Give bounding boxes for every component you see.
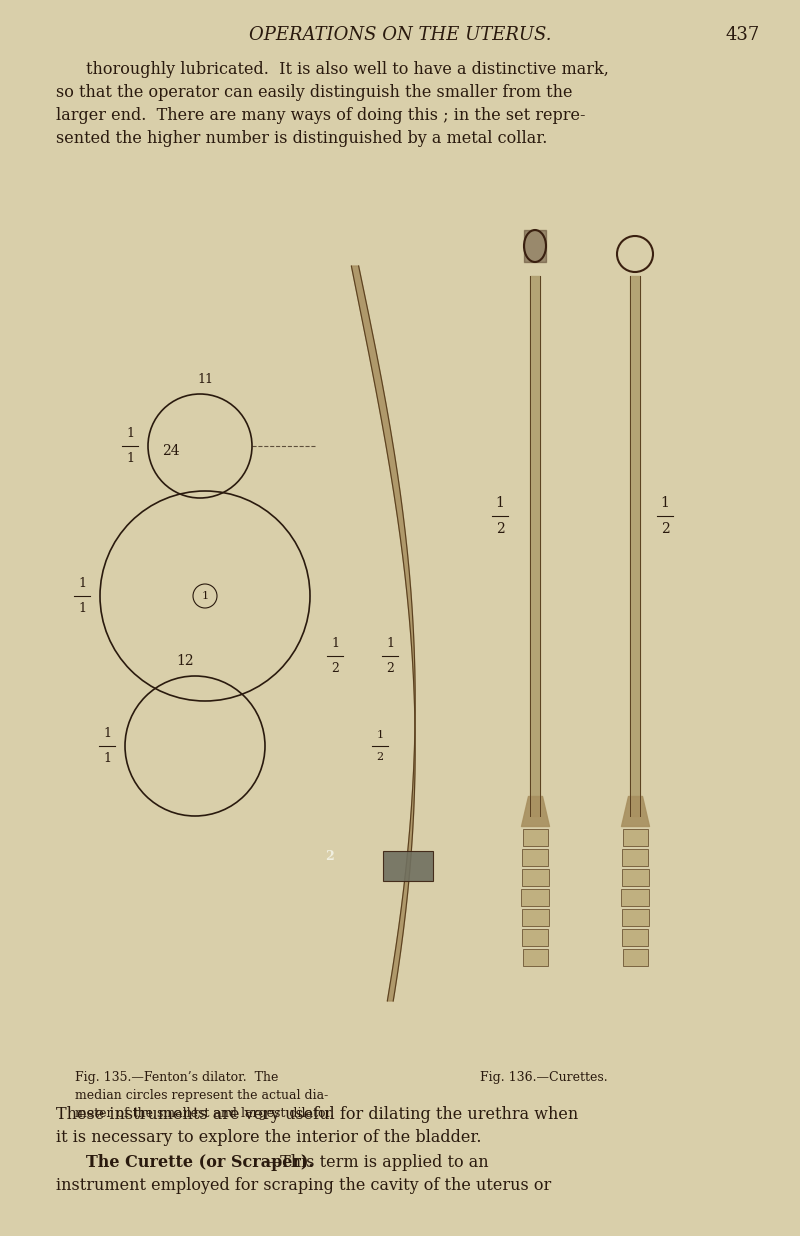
Text: sented the higher number is distinguished by a metal collar.: sented the higher number is distinguishe…	[56, 130, 547, 147]
Text: 1: 1	[78, 602, 86, 616]
Text: median circles represent the actual dia-: median circles represent the actual dia-	[75, 1089, 328, 1103]
Text: thoroughly lubricated.  It is also well to have a distinctive mark,: thoroughly lubricated. It is also well t…	[86, 61, 609, 78]
Text: 1: 1	[386, 637, 394, 650]
Text: 1: 1	[331, 637, 339, 650]
Text: larger end.  There are many ways of doing this ; in the set repre-: larger end. There are many ways of doing…	[56, 108, 586, 124]
Text: 1: 1	[661, 496, 670, 510]
Bar	[622, 908, 649, 926]
Text: Fig. 136.—Curettes.: Fig. 136.—Curettes.	[480, 1072, 608, 1084]
Bar	[522, 929, 548, 946]
Text: 1: 1	[202, 591, 209, 601]
Text: 2: 2	[386, 662, 394, 675]
Bar	[622, 849, 648, 866]
Bar	[622, 949, 647, 967]
Text: it is necessary to explore the interior of the bladder.: it is necessary to explore the interior …	[56, 1128, 482, 1146]
Text: 2: 2	[661, 522, 670, 536]
Text: 1: 1	[126, 452, 134, 465]
Text: 1: 1	[78, 577, 86, 590]
Bar	[522, 869, 549, 886]
Text: 2: 2	[496, 522, 504, 536]
Text: 1: 1	[377, 730, 383, 740]
Bar	[622, 929, 648, 946]
Bar	[622, 829, 647, 845]
Polygon shape	[351, 266, 415, 1001]
Bar	[621, 889, 649, 906]
Text: 437: 437	[726, 26, 760, 44]
Text: instrument employed for scraping the cavity of the uterus or: instrument employed for scraping the cav…	[56, 1177, 551, 1194]
Bar	[521, 889, 549, 906]
Text: Fig. 135.—Fenton’s dilator.  The: Fig. 135.—Fenton’s dilator. The	[75, 1072, 278, 1084]
Text: 1: 1	[103, 751, 111, 765]
Text: 24: 24	[162, 444, 180, 459]
Text: 1: 1	[495, 496, 505, 510]
Text: meter of the smallest and largest dilator.: meter of the smallest and largest dilato…	[75, 1107, 334, 1120]
Bar	[383, 852, 433, 881]
Text: —This term is applied to an: —This term is applied to an	[263, 1154, 488, 1170]
Text: The Curette (or Scraper).: The Curette (or Scraper).	[86, 1154, 314, 1170]
Bar	[622, 869, 649, 886]
Text: OPERATIONS ON THE UTERUS.: OPERATIONS ON THE UTERUS.	[249, 26, 551, 44]
Bar	[522, 949, 547, 967]
Text: 2: 2	[377, 751, 383, 763]
Bar	[522, 829, 547, 845]
Text: 2: 2	[326, 849, 334, 863]
Text: 2: 2	[331, 662, 339, 675]
Text: 1: 1	[103, 727, 111, 740]
Text: 12: 12	[176, 654, 194, 667]
Text: These instruments are very useful for dilating the urethra when: These instruments are very useful for di…	[56, 1106, 578, 1124]
Text: 11: 11	[197, 373, 213, 386]
Text: so that the operator can easily distinguish the smaller from the: so that the operator can easily distingu…	[56, 84, 573, 101]
Bar	[522, 908, 549, 926]
Text: 1: 1	[126, 426, 134, 440]
Bar	[522, 849, 548, 866]
